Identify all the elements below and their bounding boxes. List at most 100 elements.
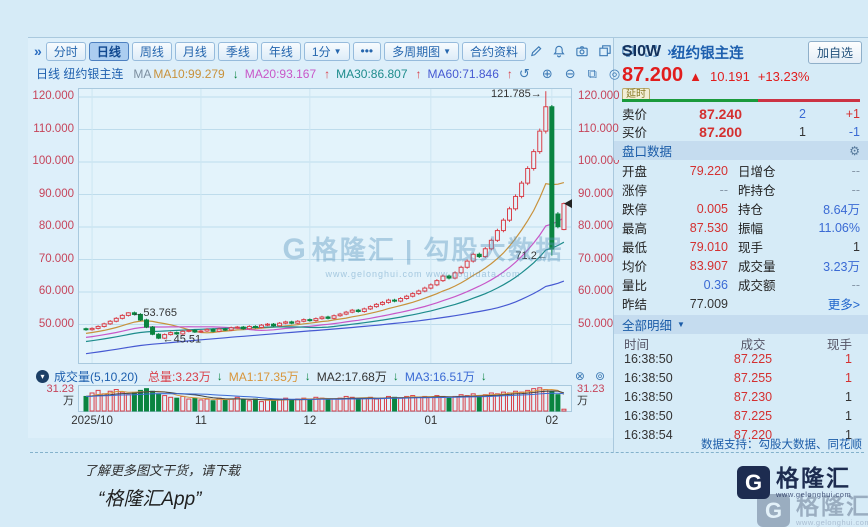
buy-ratio-segment [622,99,758,102]
ma-legend-item: MA30:86.807 [336,66,408,81]
tick-row[interactable]: 16:38:50 87.225 1 [614,349,868,368]
tick-row[interactable]: 16:38:54 87.220 1 [614,425,868,444]
chart-toolbar: » 分时 日线 周线 月线 季线 年线 1分 ▼ ••• 多周期图 ▼ 合约资料 » [32,40,675,62]
volume-indicator-label[interactable]: 成交量(5,10,20) [54,369,139,384]
tick-qty: 1 [845,389,852,404]
bid-label: 买价 [622,126,648,140]
tick-qty: 1 [845,408,852,423]
tab-•••[interactable]: ••• [352,41,382,61]
candlestick-chart[interactable]: 121.785→ ←53.765 ←45.51 71.2← [78,88,572,364]
tick-price: 87.225 [733,351,773,366]
field-label: 昨结 [622,298,648,312]
tick-row[interactable]: 16:38:50 87.230 1 [614,387,868,406]
volume-axis-right: 31.23 万 [577,383,605,407]
more-chevrons-icon[interactable]: » [667,43,675,59]
draw-icon[interactable] [529,44,543,58]
field-label: 最低 [622,241,648,255]
bid-delta: -1 [848,124,860,139]
tick-price: 87.230 [733,389,773,404]
tab-年线[interactable]: 年线 [260,41,301,61]
volume-axis-left: 31.23 万 [46,383,74,407]
field-value: -- [851,277,860,292]
tick-qty: 1 [845,351,852,366]
zoom-out-icon[interactable]: ⊖ [564,66,576,81]
field-label: 均价 [622,260,648,274]
volume-settings-icon[interactable]: ⊚ [594,369,605,383]
pankou-settings-icon[interactable]: ⚙ [849,143,860,158]
ma-legend-item: MA10:99.279 [153,66,225,81]
tab-1分[interactable]: 1分 ▼ [303,41,350,61]
field-label: 量比 [622,279,648,293]
ask-row[interactable]: 卖价 87.240 2 +1 [614,104,868,123]
field-value: 0.36 [703,277,728,292]
ask-delta: +1 [845,106,860,121]
tab-周线[interactable]: 周线 [131,41,172,61]
field-label: 振幅 [738,222,764,236]
copy-chart-icon[interactable]: ⧉ [587,66,597,81]
tick-row[interactable]: 16:38:50 87.255 1 [614,368,868,387]
add-watchlist-button[interactable]: 加自选 [807,40,862,64]
volume-close-icon[interactable]: ⊗ [574,369,585,383]
tab-合约资料[interactable]: 合约资料 [462,41,527,61]
quote-field-row: 最高 87.530 振幅 11.06% [614,218,868,237]
symbol-code: SI0W [622,43,662,60]
volume-collapse-icon[interactable]: ▾ [36,369,49,383]
field-value: 79.220 [689,163,728,178]
camera-icon[interactable] [575,44,589,58]
tick-price: 87.220 [733,427,773,442]
field-value: 0.005 [696,201,728,216]
date-axis-label: 2025/10 [71,415,113,427]
more-link[interactable]: 更多> [827,298,860,312]
detail-title: 全部明细 [622,319,673,333]
field-label: 成交量 [738,260,776,274]
ask-size: 2 [799,106,806,121]
undo-icon[interactable]: ↺ [518,66,530,81]
quote-field-row: 最低 79.010 现手 1 [614,237,868,256]
field-label: 最高 [622,222,648,236]
tab-季线[interactable]: 季线 [217,41,258,61]
quote-field-row: 均价 83.907 成交量 3.23万 [614,256,868,275]
ma-legend-item: MA20:93.167 [244,66,317,81]
alert-icon[interactable] [552,44,566,58]
price-axis-label: 60.000 [578,285,614,297]
fullscreen-icon[interactable] [644,44,658,58]
field-value: -- [719,182,728,197]
down-arrow-icon: ↓ [480,369,487,383]
bid-row[interactable]: 买价 87.200 1 -1 [614,122,868,141]
tab-分时[interactable]: 分时 [45,41,86,61]
quote-field-row: 跌停 0.005 持仓 8.64万 [614,199,868,218]
data-support-credit: 数据支持：勾股大数据、同花顺 [701,439,862,451]
ma-legend-row: 日线 纽约银主连 MA MA10:99.279 ↓ MA20:93.167 ↑ MA30… [36,65,620,82]
quote-field-row: 昨结 77.009 更多> [614,294,868,313]
pip-window-icon[interactable] [598,44,612,58]
field-label: 成交额 [738,279,776,293]
footer-divider [30,452,864,453]
ask-price: 87.240 [699,105,742,122]
tick-row[interactable]: 16:38:50 87.225 1 [614,406,868,425]
up-arrow-icon: ↑ [506,66,513,81]
quote-fields: 开盘 79.220 日增仓 -- 涨停 -- 昨持仓 -- 跌停 0.005 持仓 8.64万 最高 87… [614,160,868,314]
monitor-icon[interactable] [621,44,635,58]
price-axis-label: 100.000 [32,155,74,167]
date-axis-label: 12 [303,415,317,427]
tab-日线[interactable]: 日线 [88,41,129,61]
price-axis-label: 90.000 [38,187,74,200]
brand-url: www.gelonghui.com [776,490,852,499]
field-label: 持仓 [738,203,764,217]
field-value: 3.23万 [823,260,860,274]
field-value: 11.06% [818,220,860,235]
volume-chart[interactable] [78,385,572,412]
tab-多周期图[interactable]: 多周期图 ▼ [384,41,460,61]
detail-section-header[interactable]: 全部明细 ▼ [614,315,868,334]
zoom-in-icon[interactable]: ⊕ [541,66,553,81]
settings-icon[interactable]: ◎ [608,66,621,81]
tick-time: 16:38:54 [624,427,673,442]
tab-月线[interactable]: 月线 [174,41,215,61]
symbol-name[interactable]: 纽约银主连 [671,45,744,62]
price-axis-label: 110.000 [578,122,619,135]
collapse-sidebar-icon[interactable]: » [34,43,42,59]
y-axis-right: 120.000 110.000 100.000 90.000 80.000 70.000 6… [575,88,620,364]
price-annotation: 71.2← [515,250,547,262]
price-annotation: ←53.765 [132,307,177,319]
